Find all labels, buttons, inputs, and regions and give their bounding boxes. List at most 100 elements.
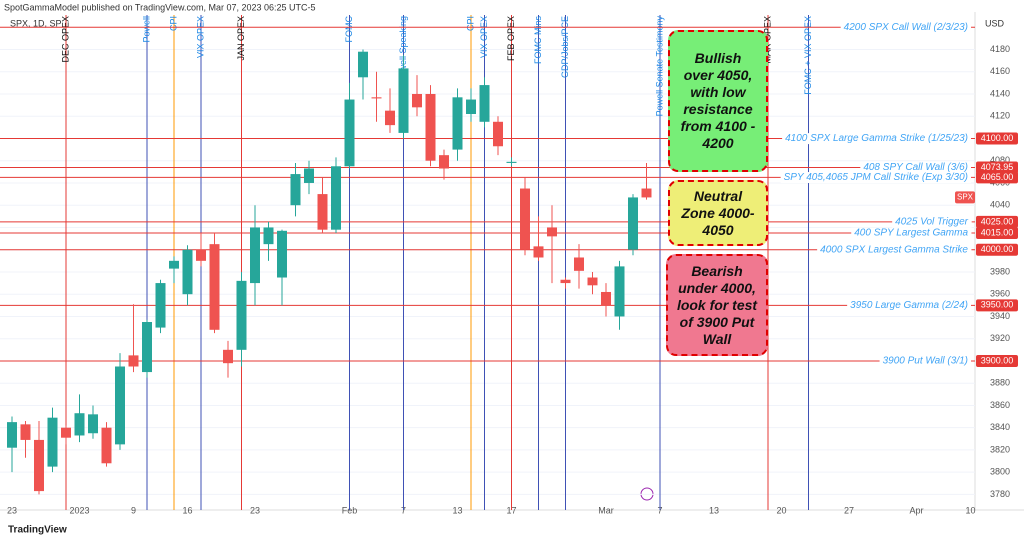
- x-tick-label: 17: [506, 505, 516, 515]
- x-tick-label: 2023: [69, 505, 89, 515]
- x-tick-label: Mar: [598, 505, 614, 515]
- candle-body: [439, 155, 449, 169]
- candle-body: [142, 322, 152, 373]
- candle-body: [344, 99, 355, 167]
- event-label: FOMC + VIX OPEX: [803, 16, 813, 95]
- level-label-bg: [860, 162, 971, 174]
- price-tag: [976, 161, 1018, 174]
- x-tick-label: 13: [709, 505, 719, 515]
- candle-body: [236, 280, 247, 350]
- symbol-tag-bg: [955, 191, 975, 204]
- level-label-bg: [851, 227, 972, 239]
- candle-body: [155, 283, 166, 328]
- level-label: 4025 Vol Trigger: [895, 217, 968, 228]
- candle-body: [250, 227, 260, 284]
- event-label: FEB OPEX: [506, 16, 516, 61]
- level-label: 400 SPY Largest Gamma: [854, 228, 968, 239]
- x-tick-label: 23: [250, 505, 260, 515]
- x-tick-label: 7: [401, 505, 406, 515]
- level-label: 4000 SPX Largest Gamma Strike: [820, 244, 968, 255]
- y-tick-label: 3920: [990, 333, 1010, 343]
- level-label-bg: [847, 299, 971, 311]
- x-tick-label: 23: [7, 505, 17, 515]
- x-tick-label: Feb: [342, 505, 358, 515]
- price-tag-label: 4065.00: [981, 172, 1014, 182]
- y-tick-label: 4080: [990, 155, 1010, 165]
- price-tag: [976, 243, 1018, 256]
- candle-body: [574, 257, 584, 271]
- candle-body: [628, 197, 638, 250]
- candle-body: [263, 227, 274, 245]
- event-label: VIX OPEX: [195, 16, 205, 58]
- candle-body: [479, 85, 490, 122]
- price-tag: [976, 132, 1018, 145]
- candle-body: [385, 110, 395, 126]
- candle-body: [533, 246, 544, 258]
- y-tick-label: 4140: [990, 88, 1010, 98]
- candle-body: [466, 99, 476, 114]
- event-label: Powell Senate Testimony: [654, 16, 664, 117]
- price-tag: [976, 299, 1018, 312]
- level-label: 408 SPY Call Wall (3/6): [863, 162, 968, 173]
- candle-body: [560, 279, 571, 284]
- y-tick-label: 4160: [990, 66, 1010, 76]
- price-tag: [976, 215, 1018, 228]
- zone-note: Bearish under 4000, look for test of 390…: [666, 254, 768, 356]
- candle-body: [169, 260, 179, 269]
- candle-body: [331, 166, 341, 230]
- footer: TradingView: [8, 525, 67, 536]
- candle-body: [290, 174, 301, 206]
- candle-body: [520, 188, 530, 250]
- candle-body: [412, 93, 422, 108]
- level-label: 3950 Large Gamma (2/24): [850, 300, 968, 311]
- y-tick-label: 3820: [990, 444, 1010, 454]
- event-label: CPI: [465, 16, 475, 31]
- x-tick-label: Apr: [909, 505, 923, 515]
- candle-body: [317, 194, 328, 230]
- price-tag: [976, 227, 1018, 240]
- candle-body: [34, 439, 44, 492]
- event-label: Powell Speaking: [398, 16, 408, 83]
- event-label: FOMC: [344, 16, 354, 43]
- currency: USD: [985, 18, 1005, 28]
- price-tag: [976, 171, 1018, 184]
- x-tick-label: 10: [965, 505, 975, 515]
- level-label-bg: [840, 21, 971, 33]
- symbol-tag: SPX: [957, 193, 974, 202]
- x-tick-label: 16: [182, 505, 192, 515]
- candle-body: [223, 349, 233, 364]
- event-label: CPI: [168, 16, 178, 31]
- candle-body: [641, 188, 652, 198]
- candle-body: [506, 161, 517, 163]
- y-tick-label: 4040: [990, 200, 1010, 210]
- x-tick-label: 27: [844, 505, 854, 515]
- candle-body: [601, 291, 611, 306]
- price-tag-label: 4025.00: [981, 216, 1014, 226]
- level-label-bg: [782, 133, 971, 145]
- zone-note: Bullish over 4050, with low resistance f…: [668, 30, 768, 172]
- price-tag-label: 4000.00: [981, 244, 1014, 254]
- candle-body: [209, 244, 220, 330]
- price-tag-label: 3950.00: [981, 300, 1014, 310]
- publisher: SpotGammaModel published on TradingView.…: [4, 2, 316, 12]
- candle-body: [452, 97, 463, 150]
- y-tick-label: 3840: [990, 422, 1010, 432]
- candle-body: [128, 355, 139, 367]
- candle-body: [47, 417, 58, 467]
- x-tick-label: 20: [776, 505, 786, 515]
- event-label: FOMC Mins: [533, 16, 543, 64]
- level-label-bg: [817, 244, 972, 256]
- x-tick-label: 13: [452, 505, 462, 515]
- price-tag-label: 4015.00: [981, 227, 1014, 237]
- level-label: 3900 Put Wall (3/1): [883, 356, 968, 367]
- y-tick-label: 3880: [990, 378, 1010, 388]
- event-label: GDP/Jobs/PCE: [560, 16, 570, 78]
- event-label: Powell: [141, 16, 151, 43]
- candle-body: [304, 168, 314, 183]
- price-tag-label: 3900.00: [981, 355, 1014, 365]
- y-tick-label: 3960: [990, 289, 1010, 299]
- event-label: DEC OPEX: [60, 16, 70, 63]
- candle-body: [547, 227, 557, 237]
